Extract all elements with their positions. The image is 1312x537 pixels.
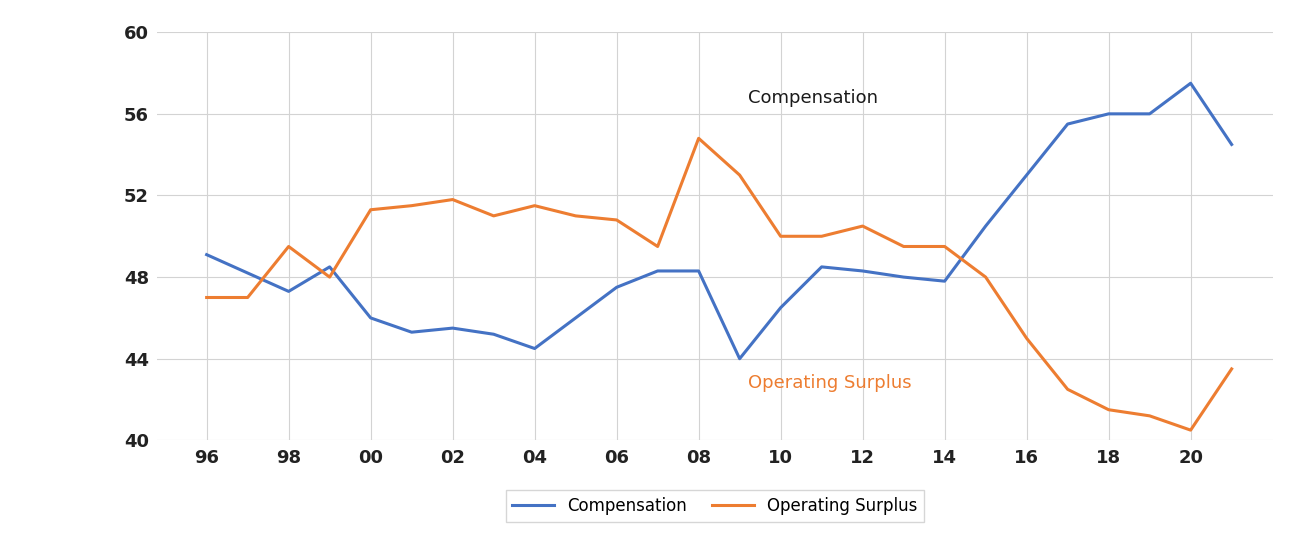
Operating Surplus <box>854 223 870 229</box>
Operating Surplus <box>568 213 584 219</box>
Compensation <box>977 223 993 229</box>
Compensation <box>813 264 829 270</box>
Operating Surplus <box>198 294 214 301</box>
Compensation <box>526 345 542 352</box>
Operating Surplus <box>1182 427 1198 433</box>
Operating Surplus <box>526 202 542 209</box>
Compensation <box>240 270 256 276</box>
Operating Surplus <box>1018 335 1034 342</box>
Operating Surplus <box>609 217 625 223</box>
Compensation <box>690 268 706 274</box>
Operating Surplus <box>1101 407 1117 413</box>
Compensation <box>773 304 789 311</box>
Operating Surplus <box>896 243 912 250</box>
Compensation <box>732 355 748 362</box>
Operating Surplus <box>445 197 461 203</box>
Compensation <box>649 268 665 274</box>
Operating Surplus <box>281 243 297 250</box>
Compensation <box>281 288 297 295</box>
Compensation <box>1018 172 1034 178</box>
Operating Surplus <box>321 274 337 280</box>
Operating Surplus <box>240 294 256 301</box>
Compensation <box>896 274 912 280</box>
Operating Surplus <box>977 274 993 280</box>
Compensation <box>1060 121 1076 127</box>
Operating Surplus <box>732 172 748 178</box>
Operating Surplus <box>813 233 829 240</box>
Operating Surplus <box>404 202 420 209</box>
Text: Operating Surplus: Operating Surplus <box>748 374 912 392</box>
Compensation <box>1224 141 1240 148</box>
Compensation <box>1141 111 1157 117</box>
Operating Surplus <box>690 135 706 142</box>
Operating Surplus <box>937 243 953 250</box>
Line: Compensation: Compensation <box>206 83 1232 359</box>
Compensation <box>568 315 584 321</box>
Text: Compensation: Compensation <box>748 89 878 106</box>
Compensation <box>485 331 501 337</box>
Compensation <box>609 284 625 291</box>
Compensation <box>362 315 378 321</box>
Compensation <box>445 325 461 331</box>
Operating Surplus <box>773 233 789 240</box>
Compensation <box>404 329 420 336</box>
Operating Surplus <box>485 213 501 219</box>
Operating Surplus <box>1141 412 1157 419</box>
Operating Surplus <box>1224 366 1240 372</box>
Compensation <box>321 264 337 270</box>
Compensation <box>854 268 870 274</box>
Compensation <box>1182 80 1198 86</box>
Operating Surplus <box>362 207 378 213</box>
Compensation <box>937 278 953 285</box>
Compensation <box>1101 111 1117 117</box>
Compensation <box>198 251 214 258</box>
Line: Operating Surplus: Operating Surplus <box>206 139 1232 430</box>
Operating Surplus <box>649 243 665 250</box>
Operating Surplus <box>1060 386 1076 393</box>
Legend: Compensation, Operating Surplus: Compensation, Operating Surplus <box>506 490 924 522</box>
